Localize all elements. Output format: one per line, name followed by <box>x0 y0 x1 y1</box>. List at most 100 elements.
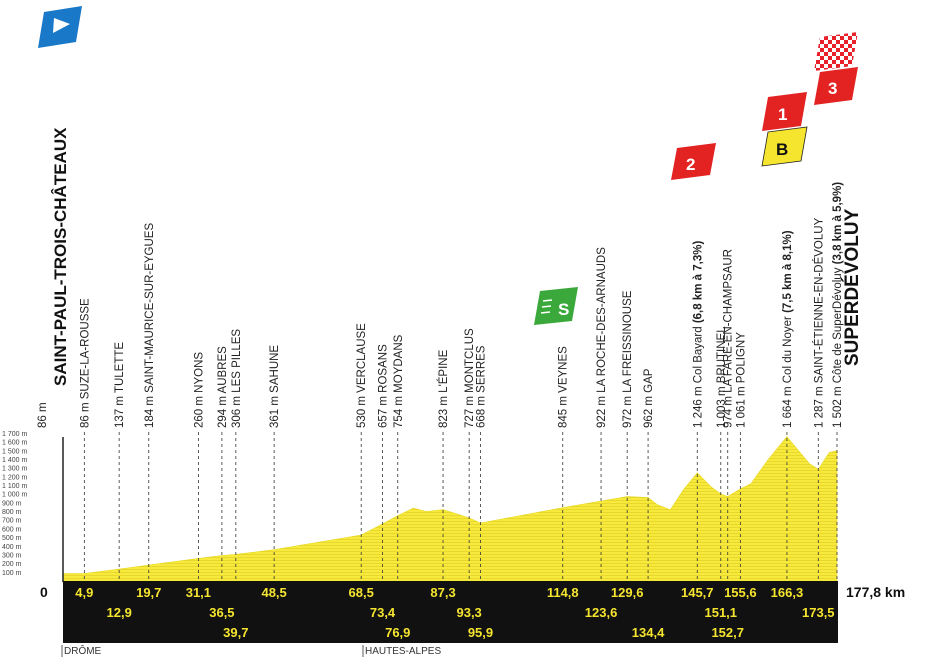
start-altitude: 86 m <box>37 402 49 428</box>
waypoint-name: Col Bayard <box>692 326 704 383</box>
climb-category-2-icon: 2 <box>671 143 716 180</box>
waypoint-leaders <box>83 432 838 580</box>
y-tick-label: 100 m <box>2 570 22 577</box>
climb-category-1-icon: 1 <box>762 92 807 131</box>
waypoint-label: 1 502 m Côte de SuperDévoluy (3,8 km à 5… <box>832 182 844 428</box>
waypoint-altitude: 306 m <box>231 393 243 428</box>
bonus-letter: B <box>776 140 788 159</box>
waypoint-km: 93,3 <box>456 605 481 620</box>
waypoint-altitude: 668 m <box>476 393 488 428</box>
waypoint-km: 95,9 <box>468 625 493 640</box>
waypoint-label: 1 003 m BRUTINEL <box>716 326 728 428</box>
y-tick-label: 1 600 m <box>2 440 27 447</box>
start-km: 0 <box>40 584 48 600</box>
y-tick-label: 300 m <box>2 552 22 559</box>
waypoint-altitude: 823 m <box>438 393 450 428</box>
waypoint-name: SERRES <box>476 345 488 393</box>
waypoint-label: 845 m VEYNES <box>558 346 570 428</box>
col-noyer-category: 1 <box>778 105 787 124</box>
km-labels: 4,9 12,9 19,7 31,1 36,5 39,7 48,5 68,5 73,4 76,9 8… <box>75 585 834 640</box>
km-band <box>63 581 838 643</box>
waypoint-altitude: 184 m <box>144 393 156 428</box>
waypoint-name: MONTCLUS <box>464 328 476 393</box>
waypoint-altitude: 1 061 m <box>735 383 747 428</box>
waypoint-name: LES PILLES <box>231 329 243 393</box>
waypoint-altitude: 137 m <box>114 393 126 428</box>
waypoint-km: 155,6 <box>724 585 757 600</box>
y-tick-label: 1 000 m <box>2 492 27 499</box>
waypoint-km: 151,1 <box>704 605 737 620</box>
waypoint-km: 173,5 <box>802 605 835 620</box>
y-tick-label: 1 200 m <box>2 474 27 481</box>
waypoint-label: 184 m SAINT-MAURICE-SUR-EYGUES <box>144 223 156 428</box>
waypoint-km: 31,1 <box>186 585 211 600</box>
waypoint-km: 87,3 <box>430 585 455 600</box>
waypoint-name: LA ROCHE-DES-ARNAUDS <box>596 247 608 393</box>
waypoint-name: POLIGNY <box>735 332 747 383</box>
waypoint-name: MOYDANS <box>393 334 405 392</box>
waypoint-name: L'ÉPINE <box>437 349 450 392</box>
waypoint-km: 19,7 <box>136 585 161 600</box>
waypoint-name: ROSANS <box>378 344 390 393</box>
waypoint-altitude: 361 m <box>269 393 281 428</box>
waypoint-km: 73,4 <box>370 605 396 620</box>
waypoint-km: 12,9 <box>107 605 132 620</box>
waypoint-label: 727 m MONTCLUS <box>464 328 476 428</box>
waypoint-name: GAP <box>643 368 655 393</box>
waypoint-label: 1 246 m Col Bayard (6,8 km à 7,3%) <box>692 241 704 428</box>
climb-category-3-icon: 3 <box>814 67 858 105</box>
waypoint-name: AUBRES <box>217 346 229 394</box>
waypoint-altitude: 260 m <box>193 393 205 428</box>
waypoint-label: 294 m AUBRES <box>217 346 229 428</box>
y-tick-label: 1 300 m <box>2 466 27 473</box>
y-tick-label: 400 m <box>2 544 22 551</box>
waypoint-label: 1 664 m Col du Noyer (7,5 km à 8,1%) <box>782 230 794 428</box>
waypoint-name: VEYNES <box>558 346 570 393</box>
waypoint-name: LA FREISSINOUSE <box>622 290 634 393</box>
y-tick-label: 600 m <box>2 526 22 533</box>
waypoint-name: Col du Noyer <box>782 316 794 383</box>
waypoint-name: BRUTINEL <box>716 326 728 383</box>
waypoint-label: 361 m SAHUNE <box>269 345 281 428</box>
waypoint-label: 668 m SERRES <box>476 345 488 428</box>
waypoint-name: Côte de SuperDévoluy <box>832 267 844 383</box>
region-drome: DRÔME <box>64 644 102 657</box>
waypoint-altitude: 294 m <box>217 393 229 428</box>
waypoint-label: 972 m LA FREISSINOUSE <box>622 290 634 428</box>
y-tick-label: 1 400 m <box>2 457 27 464</box>
waypoint-km: 76,9 <box>385 625 410 640</box>
waypoint-km: 129,6 <box>611 585 644 600</box>
cote-superdevoluy-category: 3 <box>828 79 837 98</box>
waypoint-label: 922 m LA ROCHE-DES-ARNAUDS <box>596 247 608 428</box>
waypoint-name: NYONS <box>193 352 205 393</box>
waypoint-name: SUZE-LA-ROUSSE <box>79 298 91 399</box>
waypoint-name: SAINT-ÉTIENNE-EN-DÉVOLUY <box>812 217 825 383</box>
waypoint-label: 754 m MOYDANS <box>393 334 405 428</box>
elevation-profile-area <box>62 436 838 582</box>
climb-detail: (3,8 km à 5,9%) <box>832 182 844 268</box>
waypoint-label: 962 m GAP <box>643 368 655 428</box>
waypoint-label: 137 m TULETTE <box>114 342 126 428</box>
waypoint-label: 260 m NYONS <box>193 352 205 428</box>
y-tick-label: 800 m <box>2 509 22 516</box>
finish-flag-icon <box>814 32 858 71</box>
waypoint-altitude: 1 246 m <box>692 383 704 428</box>
waypoint-altitude: 962 m <box>643 393 655 428</box>
sprint-letter: S <box>558 300 569 319</box>
waypoint-km: 39,7 <box>223 625 248 640</box>
waypoint-name: LA FARE-EN-CHAMPSAUR <box>723 249 735 393</box>
climb-detail: (6,8 km à 7,3%) <box>692 241 704 327</box>
col-bayard-category: 2 <box>686 155 695 174</box>
waypoint-km: 152,7 <box>711 625 744 640</box>
start-town-name: SAINT-PAUL-TROIS-CHÂTEAUX <box>51 127 70 386</box>
waypoint-altitude: 727 m <box>464 393 476 428</box>
waypoint-km: 134,4 <box>632 625 665 640</box>
waypoint-altitude: 1 287 m <box>813 383 825 428</box>
y-tick-label: 1 700 m <box>2 431 27 438</box>
waypoint-altitude: 922 m <box>596 393 608 428</box>
finish-town-name: SUPERDÉVOLUY <box>841 208 863 366</box>
waypoint-altitude: 657 m <box>378 393 390 428</box>
